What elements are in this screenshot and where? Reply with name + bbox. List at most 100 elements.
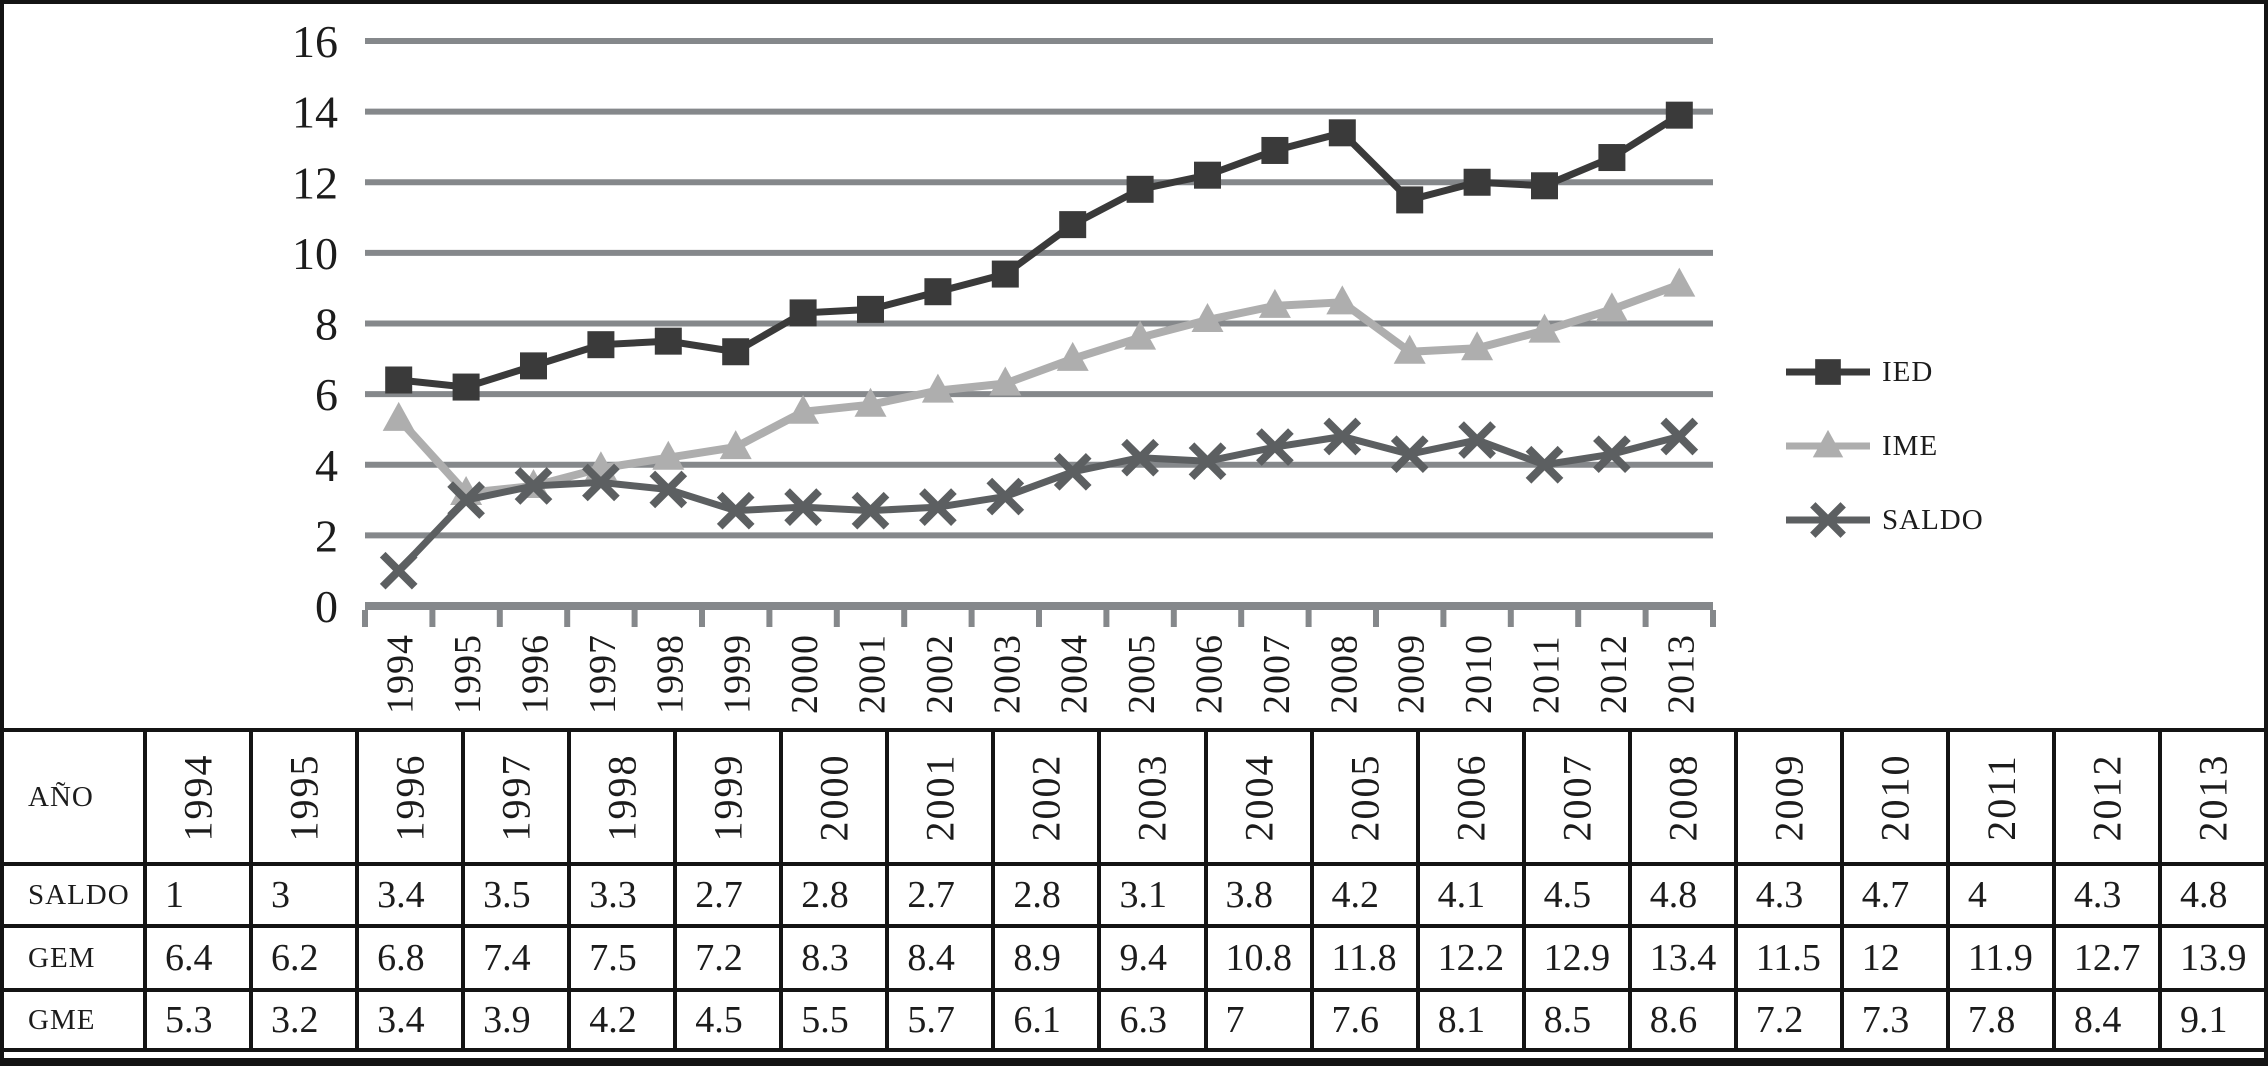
data-table: AÑO 1994 1995 1996 1997 1998 1999 2000 2001 2002 2… [0,728,2268,1052]
square-marker [587,331,615,359]
table-cell: 8.4 [885,924,992,988]
table-cell: 3.8 [1203,862,1310,924]
x-marker [1593,435,1631,473]
table-cell: 4.3 [1733,862,1840,924]
year-header: 2012 [2051,732,2158,862]
x-axis-label: 2013 [1660,634,1702,714]
table-cell: 6.8 [355,924,462,988]
x-axis-label: 1997 [582,634,624,714]
x-marker [716,491,755,530]
table-cell: 9.1 [2157,988,2264,1048]
legend-label: IME [1882,429,1939,462]
table-cell: 7.6 [1309,988,1416,1048]
row-label-gme: GME [4,988,143,1048]
square-marker [1598,144,1626,172]
table-cell: 4 [1945,862,2052,924]
triangle-marker [1258,288,1291,318]
x-marker [1390,435,1429,473]
triangle-marker [652,440,685,470]
square-marker [991,260,1019,288]
table-cell: 7.8 [1945,988,2052,1048]
triangle-marker [1663,267,1696,297]
table-cell: 2.7 [885,862,992,924]
table-cell: 3.3 [567,862,674,924]
triangle-marker [1326,285,1359,315]
x-marker [784,488,822,526]
table-cell: 3.5 [461,862,568,924]
table-cell: 4.8 [2157,862,2264,924]
square-marker [857,295,884,323]
x-axis-label: 2004 [1054,634,1096,714]
y-axis-label: 12 [292,157,338,208]
square-marker [722,338,750,366]
x-marker [1660,417,1699,456]
legend-item-ied: IED [1782,349,1984,395]
table-cell: 4.8 [1627,862,1734,924]
square-marker [520,352,547,380]
table-cell: 5.3 [143,988,250,1048]
table-cell: 5.5 [779,988,886,1048]
legend-label: IED [1882,355,1934,388]
square-marker [1396,186,1424,214]
year-header: 2006 [1415,732,1522,862]
table-cell: 8.9 [991,924,1098,988]
square-marker [924,278,952,306]
y-axis-label: 2 [315,510,338,561]
year-header: 2009 [1733,732,1840,862]
x-axis-label: 2011 [1526,635,1568,714]
square-marker [654,327,682,355]
year-header: 1999 [673,732,779,862]
table-cell: 12.2 [1415,924,1522,988]
x-marker [1188,442,1227,481]
table-cell: 8.4 [2051,988,2158,1048]
year-header-text: 2003 [1129,753,1175,841]
table-cell: 6.1 [991,988,1098,1048]
table-cell: 4.5 [1521,862,1628,924]
row-label-saldo: SALDO [4,862,143,924]
year-header-text: 1997 [493,753,539,841]
year-header: 2000 [779,732,885,862]
x-axis-label: 1995 [447,634,489,714]
square-marker [1126,175,1154,203]
x-axis-label: 1999 [717,634,759,714]
table-cell: 13.9 [2157,924,2264,988]
x-axis-label: 2001 [852,634,894,714]
x-axis-label: 2000 [784,634,826,714]
table-cell: 12.7 [2051,924,2158,988]
year-header: 2010 [1839,732,1946,862]
legend-marker-square-icon [1786,359,1870,385]
triangle-marker [1191,302,1224,332]
square-marker [1815,359,1841,385]
triangle-marker [1461,331,1494,361]
x-marker [1323,417,1362,456]
year-header: 2013 [2157,732,2264,862]
year-header-text: 2008 [1660,753,1706,841]
year-header-text: 2009 [1766,753,1812,841]
table-cell: 4.3 [2051,862,2158,924]
triangle-marker [787,394,820,424]
x-marker [1458,421,1496,459]
year-header: 2007 [1521,732,1628,862]
x-axis-label: 2005 [1121,634,1163,714]
y-axis-label: 16 [292,16,338,67]
x-axis-label: 2012 [1593,634,1635,714]
year-header-text: 1995 [281,753,327,841]
triangle-marker [382,401,415,431]
year-header-text: 2006 [1448,753,1494,841]
year-header-text: 2000 [811,753,857,841]
square-marker [1194,161,1221,189]
series-line-ime [395,280,1681,498]
table-cell: 11.8 [1309,924,1416,988]
square-marker [1059,211,1087,239]
x-marker [649,470,688,509]
table-cell: 11.9 [1945,924,2052,988]
year-header: 1997 [461,732,567,862]
x-axis-label: 2007 [1256,634,1298,714]
table-cell: 7.2 [1733,988,1840,1048]
square-marker [789,299,817,327]
x-axis-label: 2003 [986,634,1028,714]
year-header-text: 2002 [1023,753,1069,841]
year-header: 2008 [1627,732,1734,862]
square-marker [1531,172,1558,200]
table-cell: 8.5 [1521,988,1628,1048]
